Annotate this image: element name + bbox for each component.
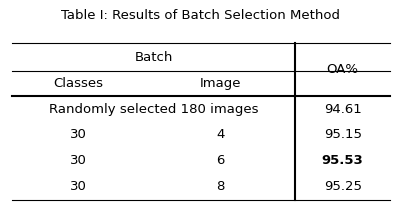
Text: 30: 30	[70, 128, 87, 142]
Text: 30: 30	[70, 180, 87, 193]
Text: 95.15: 95.15	[323, 128, 361, 142]
Text: 94.61: 94.61	[323, 103, 360, 116]
Text: Image: Image	[199, 77, 240, 90]
Text: 30: 30	[70, 154, 87, 167]
Text: 4: 4	[215, 128, 224, 142]
Text: Classes: Classes	[53, 77, 103, 90]
Text: Randomly selected 180 images: Randomly selected 180 images	[49, 103, 258, 116]
Text: 95.53: 95.53	[321, 154, 363, 167]
Text: 95.25: 95.25	[323, 180, 361, 193]
Text: 8: 8	[215, 180, 224, 193]
Text: 6: 6	[215, 154, 224, 167]
Text: Batch: Batch	[134, 51, 172, 64]
Text: OA%: OA%	[326, 63, 358, 76]
Text: Table I: Results of Batch Selection Method: Table I: Results of Batch Selection Meth…	[61, 9, 340, 22]
